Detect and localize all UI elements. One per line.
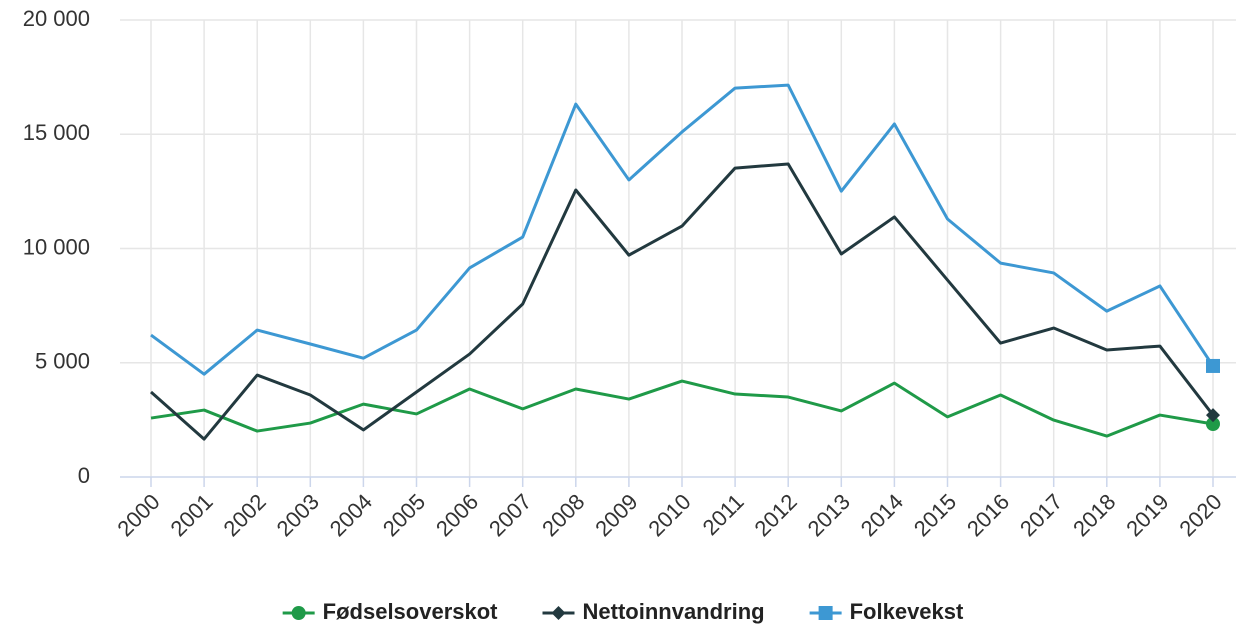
y-tick-label: 0 (78, 463, 90, 488)
legend-item: Folkevekst (809, 599, 964, 624)
x-tick-label: 2001 (165, 489, 217, 541)
x-tick-label: 2013 (803, 489, 855, 541)
legend-marker (551, 606, 566, 620)
x-tick-label: 2009 (590, 489, 642, 541)
x-tick-label: 2014 (856, 489, 908, 541)
x-tick-label: 2002 (219, 489, 271, 541)
x-tick-label: 2016 (962, 489, 1014, 541)
series-line (150, 83, 1215, 376)
x-tick-label: 2004 (325, 489, 377, 541)
x-tick-label: 2000 (112, 489, 164, 541)
legend-item: Fødselsoverskot (282, 599, 499, 624)
x-tick-label: 2005 (378, 489, 430, 541)
y-tick-label: 5 000 (35, 349, 90, 374)
legend-label: Nettoinnvandring (583, 599, 765, 624)
x-tick-label: 2017 (1015, 489, 1067, 541)
y-tick-label: 10 000 (23, 234, 90, 259)
x-tick-label: 2019 (1121, 489, 1173, 541)
x-tick-label: 2015 (909, 489, 961, 541)
x-tick-label: 2003 (272, 489, 324, 541)
x-tick-label: 2007 (484, 489, 536, 541)
x-tick-label: 2008 (537, 489, 589, 541)
x-tick-label: 2012 (750, 489, 802, 541)
legend-label: Folkevekst (850, 599, 964, 624)
legend-marker (818, 606, 833, 620)
y-tick-label: 20 000 (23, 6, 90, 31)
x-tick-label: 2006 (431, 489, 483, 541)
legend-label: Fødselsoverskot (323, 599, 499, 624)
y-tick-label: 15 000 (23, 120, 90, 145)
series-line (150, 379, 1214, 438)
end-marker (1206, 358, 1220, 373)
x-tick-label: 2018 (1068, 489, 1120, 541)
end-marker (1206, 408, 1220, 423)
legend-marker (291, 606, 306, 620)
x-tick-label: 2020 (1174, 489, 1226, 541)
legend-item: Nettoinnvandring (542, 599, 765, 624)
x-tick-label: 2010 (643, 489, 695, 541)
legend: Fødselsoverskot Nettoinnvandring Folkeveks… (282, 599, 964, 624)
x-tick-label: 2011 (698, 489, 749, 540)
series-line (150, 162, 1215, 441)
end-marker (1206, 416, 1220, 431)
